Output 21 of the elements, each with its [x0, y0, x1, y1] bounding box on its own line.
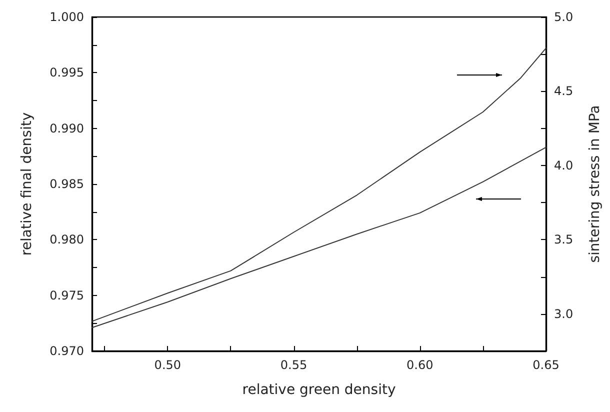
y2-tick-label: 5.0 — [554, 10, 574, 24]
y2-tick-label: 4.0 — [554, 158, 574, 172]
y-axis-title: relative final density — [19, 112, 35, 256]
y2-tick-label: 3.0 — [554, 306, 574, 321]
x-tick-label: 0.60 — [406, 358, 434, 372]
y-tick-label: 0.980 — [50, 232, 84, 247]
y-tick-label: 0.970 — [50, 344, 84, 358]
x-axis-title: relative green density — [242, 382, 396, 398]
line-series — [92, 48, 546, 322]
y2-tick-label: 3.5 — [554, 232, 574, 247]
y-tick-label: 0.990 — [50, 121, 84, 136]
x-tick-label: 0.65 — [532, 358, 560, 372]
y2-tick-label: 4.5 — [554, 84, 574, 98]
x-tick-label: 0.50 — [154, 358, 182, 372]
y-tick-label: 0.985 — [50, 177, 84, 191]
y-tick-label: 1.000 — [50, 10, 84, 24]
y-tick-label: 0.975 — [50, 288, 84, 302]
y2-axis-title: sintering stress in MPa — [587, 105, 603, 263]
line-series — [92, 146, 546, 328]
y-tick-label: 0.995 — [50, 66, 84, 80]
x-tick-label: 0.55 — [280, 358, 308, 372]
